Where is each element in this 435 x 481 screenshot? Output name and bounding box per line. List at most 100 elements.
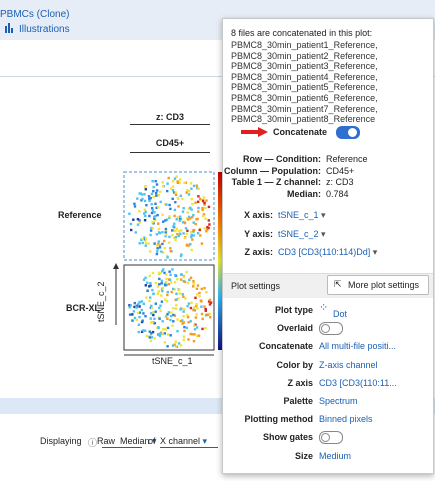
cell-dot [185, 191, 188, 194]
cell-dot [131, 313, 134, 316]
cell-dot [166, 290, 169, 294]
cell-dot [144, 210, 147, 214]
cell-dot [171, 234, 174, 237]
setting-value[interactable]: Binned pixels [319, 414, 373, 425]
cell-dot [150, 307, 154, 310]
cell-dot [176, 233, 179, 236]
cell-dot [173, 343, 176, 346]
cell-dot [177, 234, 181, 237]
of-label: of [148, 436, 156, 446]
cell-dot [166, 182, 169, 185]
cell-dot [143, 237, 146, 241]
cell-dot [149, 339, 152, 342]
cell-dot [194, 201, 197, 204]
cell-dot [156, 213, 159, 217]
cell-dot [200, 242, 204, 245]
red-arrow [241, 127, 268, 137]
file-name: PBMC8_30min_patient5_Reference, [231, 82, 378, 93]
cell-dot [197, 195, 200, 198]
cell-dot [194, 222, 197, 226]
cell-dot [183, 221, 187, 225]
cell-dot [149, 334, 152, 337]
raw-label: Raw [97, 436, 116, 446]
setting-value[interactable]: Spectrum [319, 396, 358, 406]
cell-dot [167, 311, 170, 314]
cell-dot [158, 246, 162, 249]
cell-dot [141, 241, 144, 245]
statistic-value: Median [120, 436, 150, 446]
cell-dot [148, 330, 151, 333]
setting-value[interactable]: Z-axis channel [319, 359, 378, 370]
cell-dot [151, 271, 155, 275]
cell-dot [140, 300, 144, 303]
setting-value[interactable]: Dot [333, 309, 348, 319]
cell-dot [130, 228, 133, 232]
cell-dot [133, 305, 136, 309]
cell-dot [206, 225, 209, 229]
cell-dot [158, 333, 161, 336]
setting-value[interactable]: CD3 [CD3(110:11... [319, 377, 397, 388]
channel-dropdown[interactable]: X channel ▾ [160, 436, 218, 448]
cell-dot [157, 194, 160, 197]
cell-dot [174, 307, 178, 310]
cell-dot [190, 248, 193, 252]
axis-dropdown[interactable]: tSNE_c_2 ▾ [278, 228, 326, 239]
cell-dot [163, 239, 166, 243]
cell-dot [159, 304, 162, 307]
cell-dot [178, 181, 181, 184]
rule [130, 152, 210, 153]
cell-dot [176, 180, 179, 183]
cell-dot [174, 238, 177, 242]
cell-dot [209, 316, 212, 319]
cell-dot [134, 231, 137, 234]
cell-dot [175, 298, 178, 301]
cell-dot [183, 280, 187, 283]
cell-dot [179, 232, 182, 235]
cell-dot [161, 185, 165, 188]
cell-dot [187, 215, 191, 219]
axis-dropdown[interactable]: CD3 [CD3(110:114)Dd] ▾ [278, 247, 378, 257]
cell-dot [186, 229, 189, 232]
cell-dot [165, 203, 168, 206]
cell-dot [158, 283, 161, 286]
cell-dot [166, 313, 169, 316]
cell-dot [159, 200, 162, 204]
cell-dot [150, 336, 153, 339]
info-label: Row — Condition: [243, 154, 321, 164]
cell-dot [169, 250, 172, 253]
setting-toggle[interactable] [319, 322, 343, 336]
app-title[interactable]: PBMCs (Clone) [0, 9, 70, 20]
cell-dot [157, 240, 160, 243]
cell-dot [207, 219, 210, 222]
cell-dot [148, 285, 151, 288]
cell-dot [174, 236, 178, 239]
file-name: PBMC8_30min_patient8_Reference [231, 114, 376, 125]
setting-value[interactable]: Medium [319, 450, 352, 461]
cell-dot [201, 214, 205, 218]
cell-dot [186, 315, 190, 319]
setting-value[interactable]: All multi-file positi... [319, 341, 397, 352]
cell-dot [150, 332, 153, 335]
illustrations-link[interactable]: Illustrations [19, 24, 70, 35]
cell-dot [166, 254, 169, 258]
file-name: PBMC8_30min_patient7_Reference, [231, 103, 378, 114]
concatenate-toggle[interactable] [336, 126, 360, 139]
cell-dot [179, 344, 183, 347]
cell-dot [204, 327, 207, 330]
setting-toggle[interactable] [319, 431, 343, 445]
cell-dot [163, 246, 166, 250]
cell-dot [184, 227, 188, 230]
cell-dot [171, 344, 175, 347]
cell-dot [159, 190, 162, 193]
cell-dot [186, 211, 189, 214]
cell-dot [189, 243, 192, 246]
cell-dot [128, 212, 131, 215]
cell-dot [138, 305, 141, 308]
statistic-dropdown[interactable]: Median ▾ [102, 436, 157, 448]
cell-dot [169, 314, 173, 318]
more-settings-button[interactable]: ⇱ More plot settings [327, 275, 429, 295]
cell-dot [150, 312, 153, 315]
axis-dropdown[interactable]: tSNE_c_1 ▾ [278, 210, 326, 220]
cell-dot [143, 193, 146, 196]
cell-dot [185, 326, 189, 330]
